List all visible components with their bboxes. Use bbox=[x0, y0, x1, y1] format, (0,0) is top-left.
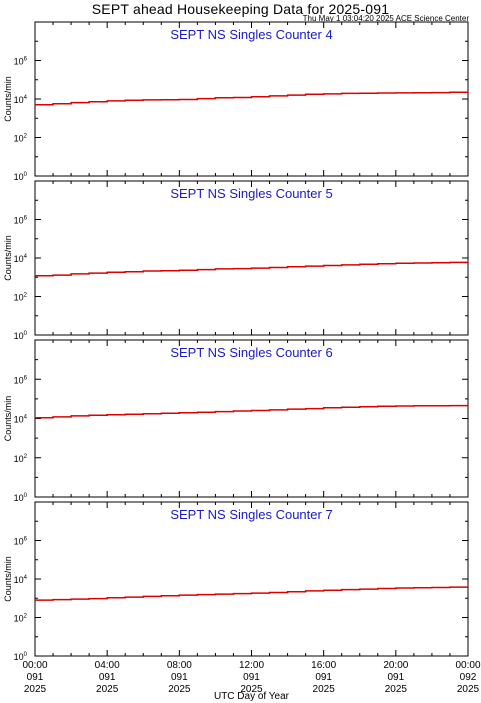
y-tick-label: 100 bbox=[14, 493, 28, 503]
x-tick-label-year: 2025 bbox=[240, 684, 263, 695]
data-series-line bbox=[35, 261, 469, 277]
x-tick-label-doy: 091 bbox=[243, 672, 260, 683]
x-tick-label-year: 2025 bbox=[96, 684, 119, 695]
x-tick-label-doy: 091 bbox=[387, 672, 404, 683]
panel-title: SEPT NS Singles Counter 7 bbox=[170, 507, 332, 522]
y-tick-label: 104 bbox=[14, 254, 28, 264]
y-tick-label: 102 bbox=[14, 293, 28, 303]
plot-frame-1 bbox=[34, 21, 469, 177]
x-tick-label-doy: 091 bbox=[315, 672, 332, 683]
data-series-line bbox=[35, 404, 469, 419]
y-tick-label: 104 bbox=[14, 575, 28, 585]
plot-frame-4 bbox=[34, 501, 469, 657]
x-tick-label-year: 2025 bbox=[24, 684, 47, 695]
x-tick-label-time: 08:00 bbox=[167, 660, 192, 671]
panel-title: SEPT NS Singles Counter 6 bbox=[170, 345, 332, 360]
x-tick-label-doy: 091 bbox=[27, 672, 44, 683]
x-tick-label-time: 16:00 bbox=[311, 660, 336, 671]
x-tick-label-time: 20:00 bbox=[383, 660, 408, 671]
data-series-line bbox=[35, 91, 469, 106]
y-axis-label: Counts/min bbox=[3, 396, 13, 442]
y-tick-label: 100 bbox=[14, 331, 28, 341]
y-axis-label: Counts/min bbox=[3, 235, 13, 281]
x-tick-label-doy: 091 bbox=[171, 672, 188, 683]
x-tick-label-time: 00:00 bbox=[455, 660, 480, 671]
x-tick-label-time: 04:00 bbox=[95, 660, 120, 671]
y-tick-label: 104 bbox=[14, 415, 28, 425]
x-axis-label: UTC Day of Year bbox=[214, 691, 290, 702]
generation-timestamp: Thu May 1 03:04:20 2025 ACE Science Cent… bbox=[302, 14, 469, 23]
x-tick-label-doy: 091 bbox=[99, 672, 116, 683]
y-tick-label: 106 bbox=[14, 375, 28, 385]
y-tick-label: 100 bbox=[14, 652, 28, 662]
plot-frame-3 bbox=[34, 339, 469, 498]
x-tick-label-time: 12:00 bbox=[239, 660, 264, 671]
y-tick-label: 106 bbox=[14, 216, 28, 226]
y-tick-label: 100 bbox=[14, 172, 28, 182]
y-tick-label: 102 bbox=[14, 454, 28, 464]
chart-main-title: SEPT ahead Housekeeping Data for 2025-09… bbox=[91, 1, 390, 17]
x-tick-label-year: 2025 bbox=[457, 684, 480, 695]
y-tick-label: 102 bbox=[14, 134, 28, 144]
y-tick-label: 106 bbox=[14, 57, 28, 67]
y-tick-label: 102 bbox=[14, 614, 28, 624]
y-tick-label: 106 bbox=[14, 537, 28, 547]
data-series-line bbox=[35, 586, 469, 601]
y-tick-label: 104 bbox=[14, 95, 28, 105]
x-tick-label-year: 2025 bbox=[385, 684, 408, 695]
x-tick-label-doy: 092 bbox=[460, 672, 477, 683]
x-tick-label-year: 2025 bbox=[313, 684, 336, 695]
panel-title: SEPT NS Singles Counter 4 bbox=[170, 27, 332, 42]
x-tick-label-year: 2025 bbox=[168, 684, 191, 695]
panel-title: SEPT NS Singles Counter 5 bbox=[170, 186, 332, 201]
y-axis-label: Counts/min bbox=[3, 76, 13, 122]
x-tick-label-time: 00:00 bbox=[22, 660, 47, 671]
plot-frame-2 bbox=[34, 180, 469, 336]
y-axis-label: Counts/min bbox=[3, 556, 13, 602]
